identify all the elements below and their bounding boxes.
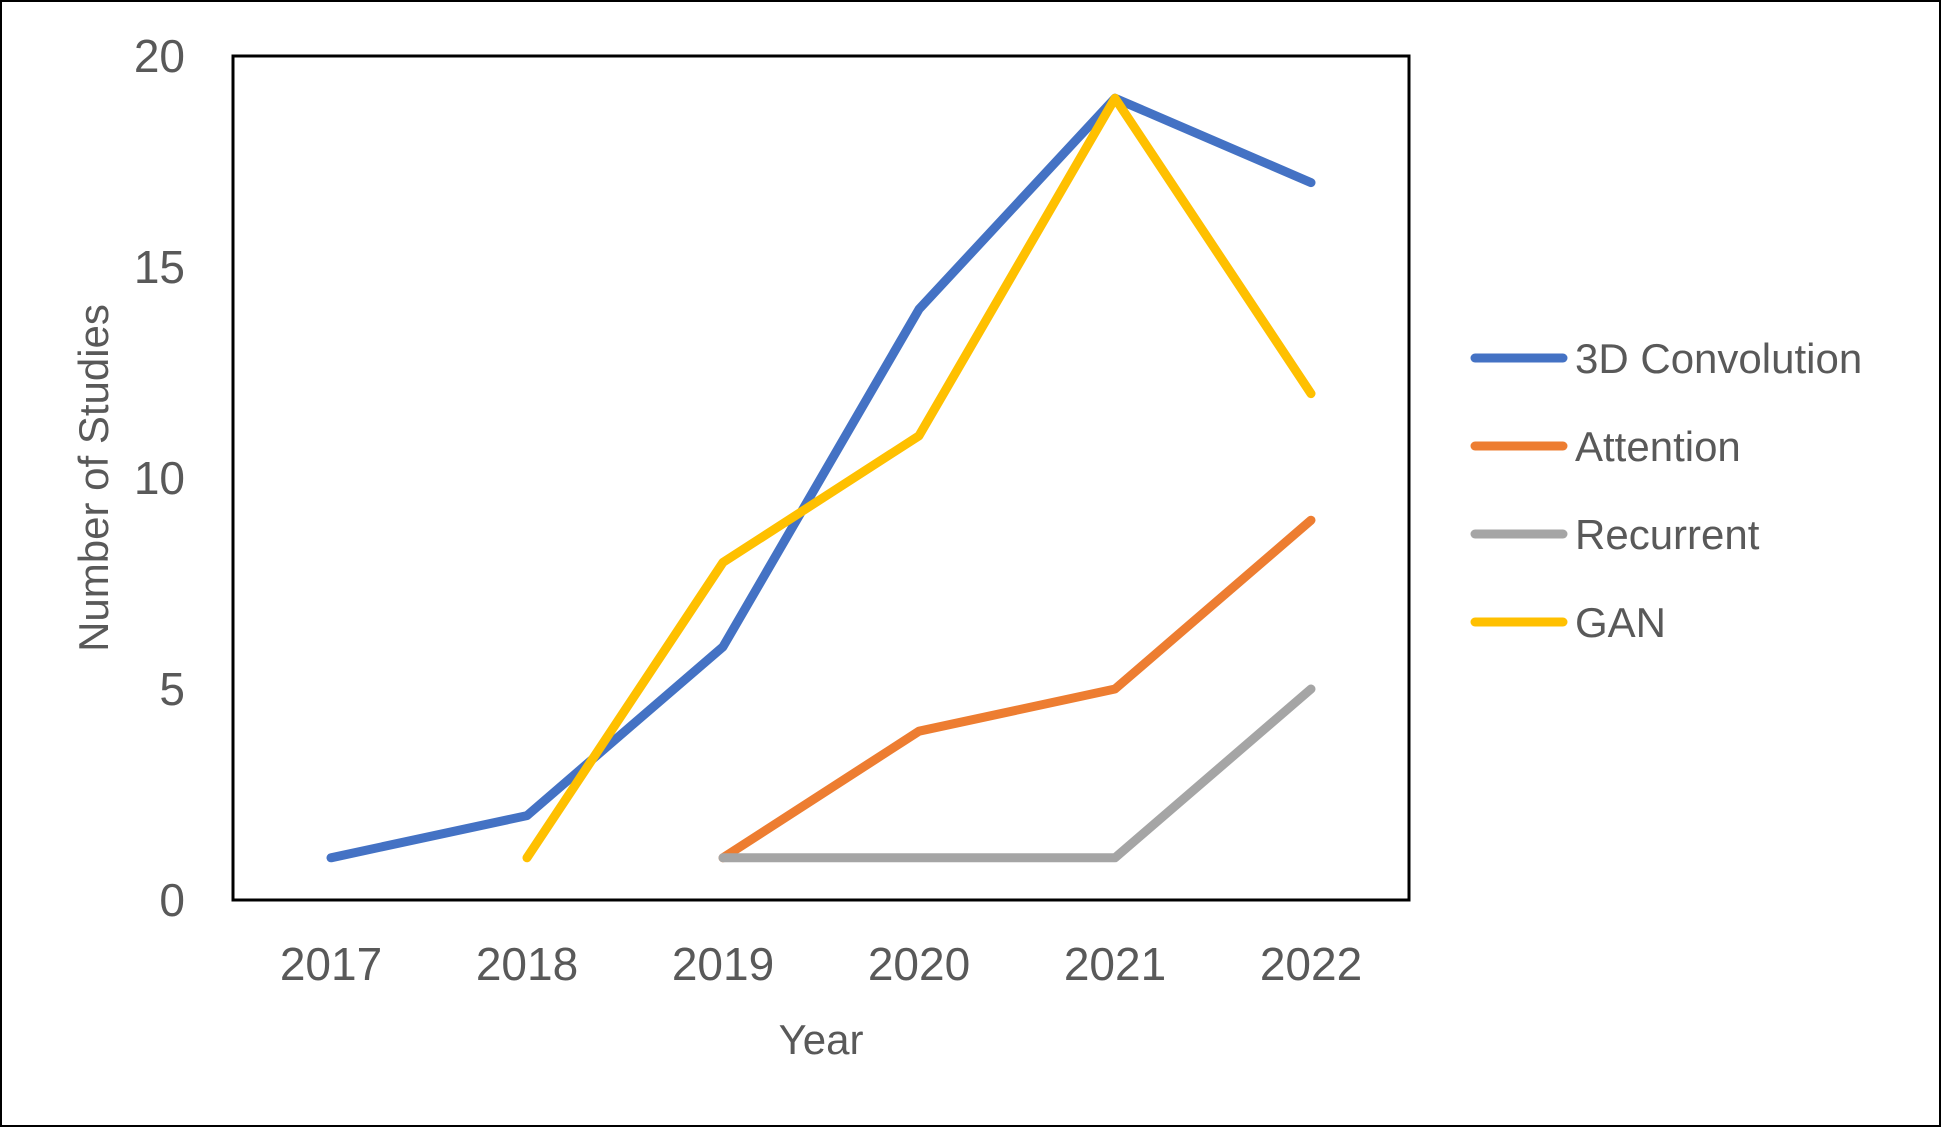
x-tick-label: 2020 [868, 938, 970, 990]
legend-label-gan: GAN [1575, 599, 1666, 646]
legend-label-3d-convolution: 3D Convolution [1575, 335, 1862, 382]
y-axis-ticks: 0 5 10 15 20 [134, 30, 185, 926]
y-tick-label: 10 [134, 452, 185, 504]
x-tick-label: 2021 [1064, 938, 1166, 990]
x-tick-label: 2022 [1260, 938, 1362, 990]
series-line-attention [718, 515, 1316, 863]
y-axis-title: Number of Studies [70, 304, 117, 652]
series-lines [326, 93, 1316, 863]
y-tick-label: 20 [134, 30, 185, 82]
y-tick-label: 5 [159, 663, 185, 715]
x-tick-label: 2017 [280, 938, 382, 990]
x-axis-title: Year [779, 1016, 864, 1063]
x-axis-ticks: 2017 2018 2019 2020 2021 2022 [280, 938, 1362, 990]
series-line-recurrent [718, 684, 1316, 863]
y-tick-label: 0 [159, 874, 185, 926]
series-line-gan [522, 93, 1316, 863]
legend-label-recurrent: Recurrent [1575, 511, 1760, 558]
x-tick-label: 2019 [672, 938, 774, 990]
series-line-3d-convolution [326, 93, 1316, 863]
legend-label-attention: Attention [1575, 423, 1741, 470]
y-tick-label: 15 [134, 241, 185, 293]
x-tick-label: 2018 [476, 938, 578, 990]
legend: 3D Convolution Attention Recurrent GAN [1470, 335, 1862, 646]
